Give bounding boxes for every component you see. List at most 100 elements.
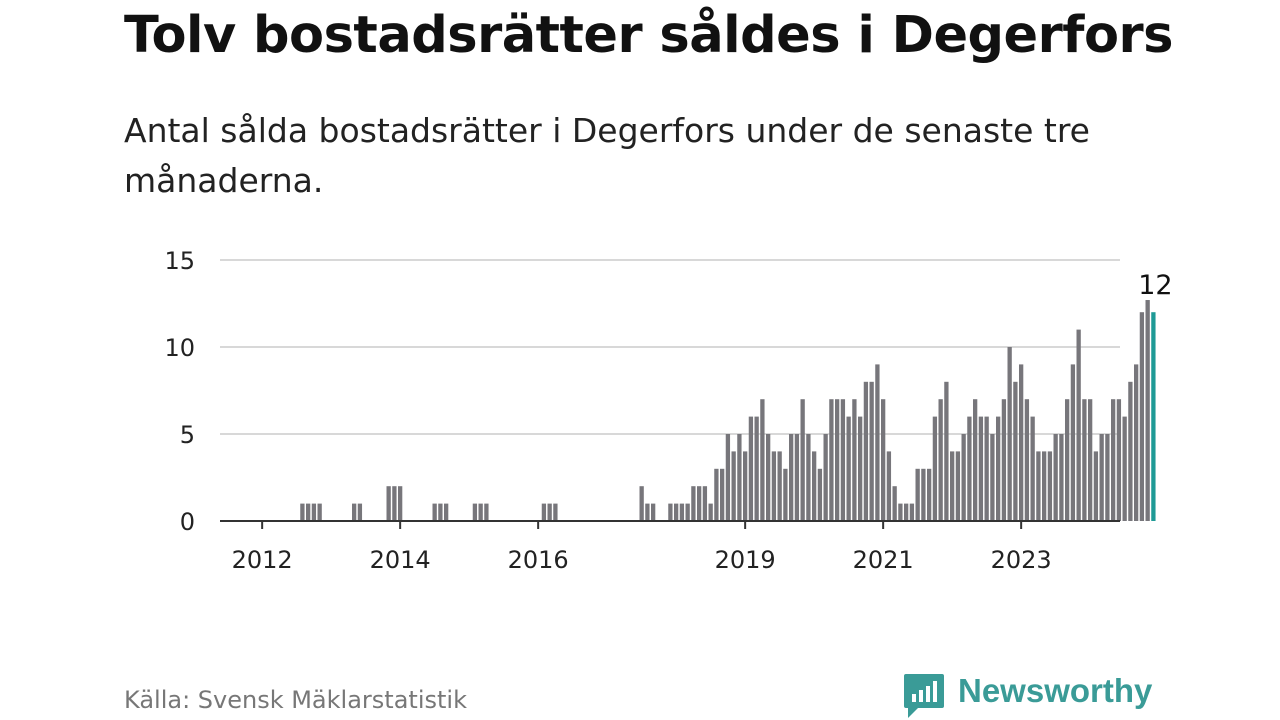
bar xyxy=(317,503,322,521)
bar xyxy=(731,451,736,521)
brand-name: Newsworthy xyxy=(958,672,1153,709)
y-tick-label: 15 xyxy=(164,247,195,275)
bar xyxy=(800,399,805,521)
bar xyxy=(938,399,943,521)
bar xyxy=(1076,329,1081,521)
bar xyxy=(651,503,656,521)
bar xyxy=(835,399,840,521)
bar xyxy=(990,434,995,521)
source-note: Källa: Svensk Mäklarstatistik xyxy=(124,686,467,714)
bar xyxy=(777,451,782,521)
bar xyxy=(829,399,834,521)
bar xyxy=(806,434,811,521)
bar xyxy=(386,486,391,521)
bar xyxy=(863,381,869,521)
bar xyxy=(1134,364,1139,521)
bar xyxy=(932,416,938,521)
bar xyxy=(760,399,765,521)
chart-subtitle: Antal sålda bostadsrätter i Degerfors un… xyxy=(124,111,1090,200)
bar xyxy=(1070,364,1076,521)
bar xyxy=(927,468,932,521)
bar xyxy=(748,416,754,521)
bar xyxy=(944,381,949,521)
chart-title: Tolv bostadsrätter såldes i Degerfors xyxy=(124,6,1174,65)
bar xyxy=(869,381,874,521)
bar xyxy=(300,503,305,521)
bar xyxy=(1093,451,1099,521)
bar xyxy=(668,503,673,521)
bar xyxy=(973,399,978,521)
bar xyxy=(1099,434,1104,521)
bar xyxy=(743,451,748,521)
bar xyxy=(840,399,846,521)
bar xyxy=(1105,434,1110,521)
bar xyxy=(1111,399,1116,521)
bar xyxy=(789,434,794,521)
bar xyxy=(702,486,708,521)
brand[interactable]: Newsworthy xyxy=(902,672,1172,720)
bar xyxy=(708,503,713,521)
bar xyxy=(955,451,961,521)
bar xyxy=(691,486,696,521)
x-tick-label: 2021 xyxy=(853,546,914,574)
bar xyxy=(472,503,478,521)
bar xyxy=(881,399,886,521)
bar xyxy=(978,416,984,521)
bar xyxy=(1082,399,1087,521)
bar xyxy=(1053,434,1058,521)
bar xyxy=(904,503,909,521)
bar xyxy=(984,416,989,521)
bar xyxy=(1065,399,1070,521)
bar xyxy=(674,503,679,521)
bar xyxy=(1145,300,1150,521)
bar xyxy=(679,503,685,521)
bar xyxy=(645,503,650,521)
bar xyxy=(1036,451,1041,521)
bar xyxy=(352,503,357,521)
bar xyxy=(961,434,966,521)
bar xyxy=(771,451,777,521)
highlight-value-label: 12 xyxy=(1138,270,1172,301)
bar xyxy=(898,503,903,521)
bar xyxy=(794,434,800,521)
bar xyxy=(432,503,437,521)
bar xyxy=(357,503,363,521)
y-tick-label: 5 xyxy=(180,421,195,449)
bar xyxy=(1059,434,1064,521)
bar xyxy=(996,416,1001,521)
bar xyxy=(478,503,483,521)
bar xyxy=(921,468,926,521)
bar xyxy=(817,468,823,521)
bar xyxy=(714,468,719,521)
bar xyxy=(852,399,857,521)
bar xyxy=(639,486,644,521)
bar xyxy=(697,486,702,521)
x-tick-label: 2016 xyxy=(508,546,569,574)
x-tick-label: 2012 xyxy=(232,546,293,574)
bar xyxy=(547,503,552,521)
bar xyxy=(1030,416,1035,521)
bar xyxy=(766,434,771,521)
bar xyxy=(737,434,742,521)
bar xyxy=(1042,451,1047,521)
bar xyxy=(1024,399,1030,521)
bar xyxy=(438,503,443,521)
bar xyxy=(823,434,828,521)
bar xyxy=(846,416,851,521)
bar xyxy=(783,468,788,521)
y-tick-label: 0 xyxy=(180,508,195,536)
highlight-bar xyxy=(1151,312,1156,521)
bar xyxy=(725,434,731,521)
bar xyxy=(311,503,317,521)
bar xyxy=(392,486,397,521)
bar xyxy=(909,503,915,521)
bar xyxy=(306,503,311,521)
bar xyxy=(484,503,489,521)
bar xyxy=(858,416,863,521)
bar xyxy=(1139,312,1145,521)
bar xyxy=(720,468,725,521)
bar xyxy=(892,486,897,521)
bar xyxy=(1088,399,1093,521)
bar xyxy=(1013,381,1018,521)
